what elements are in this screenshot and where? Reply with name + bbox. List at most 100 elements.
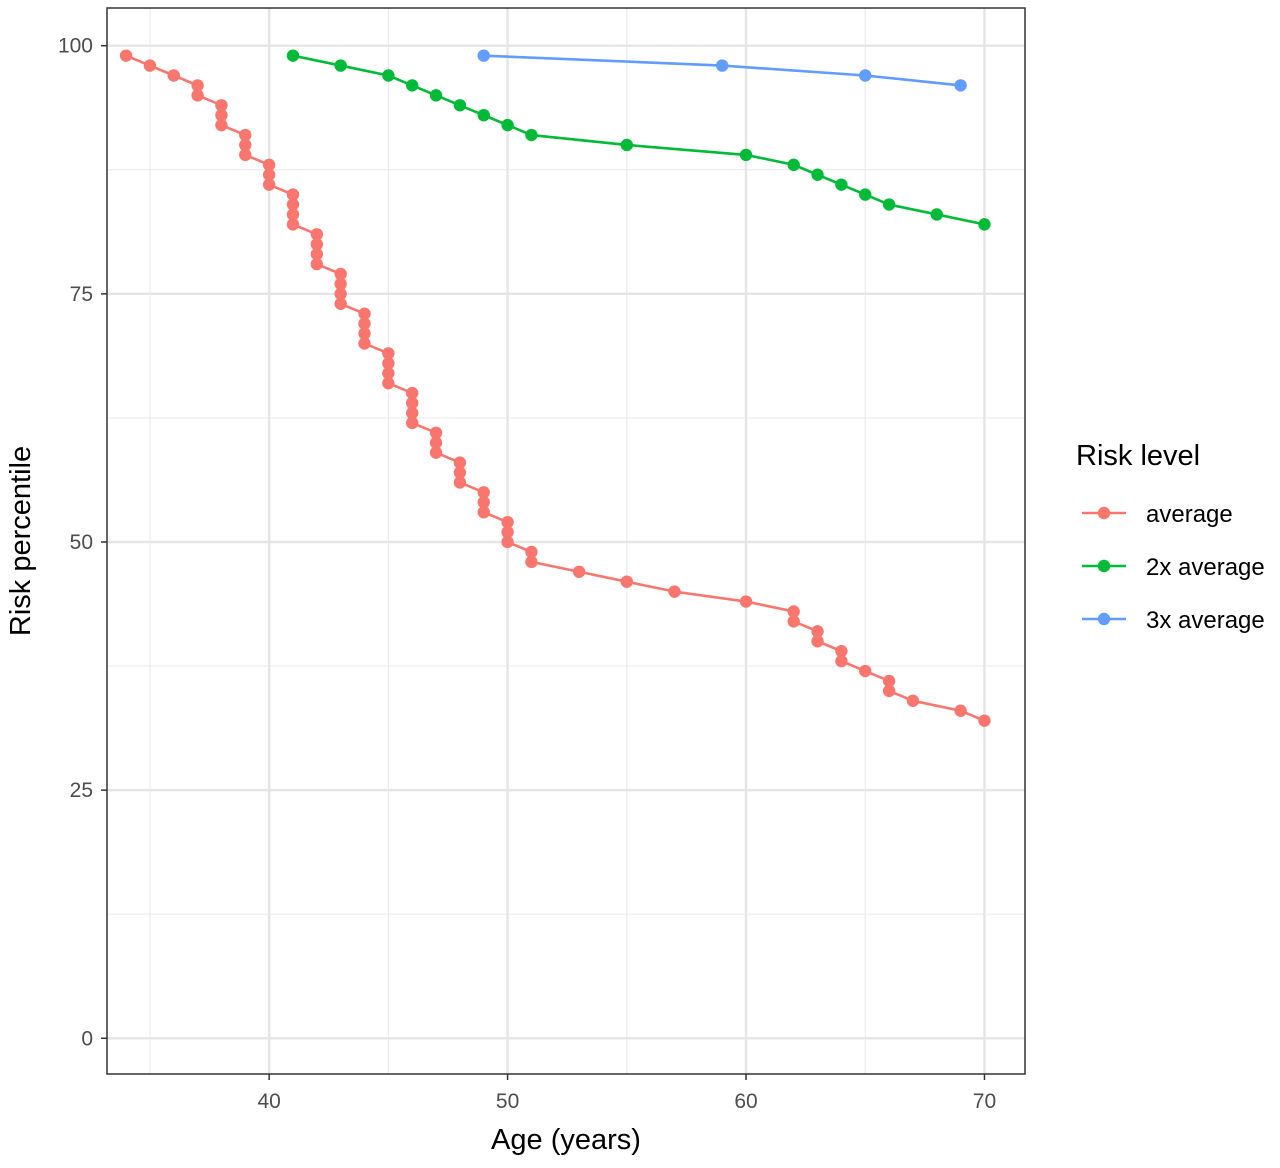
- data-point-average: [525, 555, 538, 569]
- data-point-average: [382, 357, 395, 370]
- series-layer: [119, 49, 991, 727]
- data-point-average: [334, 287, 347, 301]
- data-point-average: [859, 664, 872, 678]
- y-tick-label: 50: [70, 531, 93, 554]
- data-point-average: [811, 635, 824, 648]
- data-point-average: [835, 644, 848, 658]
- data-point-average: [787, 615, 800, 628]
- data-point-average: [453, 456, 467, 469]
- data-point-average: [358, 307, 371, 320]
- data-point-average: [382, 376, 395, 390]
- data-point-average: [572, 565, 586, 578]
- data-point-average: [358, 337, 371, 350]
- data-point-2x-average: [525, 128, 538, 142]
- data-point-2x-average: [811, 168, 824, 181]
- data-point-average: [119, 49, 133, 62]
- data-point-average: [501, 525, 514, 539]
- data-point-average: [262, 168, 276, 181]
- data-point-average: [262, 158, 276, 172]
- data-point-average: [191, 89, 204, 102]
- data-point-average: [882, 684, 896, 698]
- data-point-2x-average: [739, 148, 753, 162]
- data-point-average: [453, 476, 467, 489]
- data-point-average: [215, 108, 228, 122]
- y-tick-label: 0: [81, 1027, 93, 1050]
- legend-key-point: [1097, 559, 1111, 573]
- x-tick-label: 60: [734, 1090, 757, 1113]
- data-point-2x-average: [501, 118, 514, 132]
- data-point-average: [334, 297, 347, 310]
- data-point-3x-average: [954, 79, 967, 92]
- data-point-3x-average: [859, 69, 872, 82]
- data-point-average: [954, 704, 967, 717]
- data-point-average: [501, 515, 514, 529]
- data-point-average: [429, 426, 443, 440]
- data-point-average: [286, 198, 300, 211]
- data-point-average: [453, 466, 467, 479]
- x-tick-label: 70: [973, 1090, 996, 1113]
- series-3x-average: [477, 49, 967, 92]
- y-axis: 0 25 50 75 100: [58, 35, 107, 1050]
- data-point-average: [215, 99, 228, 112]
- major-gridlines: [107, 8, 1025, 1074]
- data-point-average: [334, 267, 347, 281]
- data-point-2x-average: [882, 198, 896, 211]
- data-point-average: [358, 317, 371, 330]
- data-point-average: [501, 535, 514, 549]
- x-axis: 40 50 60 70: [257, 1074, 996, 1113]
- panel-border: [106, 7, 1026, 1075]
- data-point-average: [191, 79, 204, 92]
- data-point-average: [286, 208, 300, 221]
- data-point-2x-average: [334, 59, 347, 72]
- x-axis-title: Age (years): [491, 1124, 641, 1156]
- legend-key-point: [1097, 612, 1111, 626]
- data-point-average: [406, 396, 419, 410]
- data-point-2x-average: [787, 158, 800, 172]
- data-point-average: [310, 257, 324, 271]
- data-point-average: [477, 506, 490, 519]
- data-point-average: [668, 585, 681, 598]
- legend-item-3x-average: 3x average: [1082, 607, 1265, 634]
- data-point-average: [906, 694, 920, 708]
- data-point-average: [143, 59, 157, 72]
- data-point-2x-average: [859, 188, 872, 201]
- data-point-average: [477, 496, 490, 509]
- data-point-2x-average: [453, 99, 467, 112]
- data-point-2x-average: [835, 178, 848, 191]
- data-point-2x-average: [429, 89, 443, 102]
- data-point-2x-average: [286, 49, 300, 62]
- data-point-3x-average: [715, 59, 729, 72]
- data-point-average: [239, 148, 252, 162]
- y-tick-label: 25: [70, 779, 93, 802]
- data-point-average: [406, 406, 419, 420]
- data-point-average: [310, 247, 324, 261]
- series-line-3x-average: [483, 54, 961, 87]
- legend-label: 2x average: [1146, 554, 1265, 581]
- data-point-3x-average: [477, 49, 490, 62]
- data-point-average: [882, 674, 896, 688]
- data-point-average: [811, 625, 824, 638]
- data-point-average: [239, 138, 252, 152]
- data-point-average: [310, 238, 324, 251]
- data-point-average: [358, 327, 371, 340]
- data-point-average: [525, 545, 538, 559]
- data-point-average: [406, 416, 419, 430]
- legend-items: average 2x average 3x average: [1082, 501, 1265, 634]
- data-point-average: [286, 188, 300, 201]
- series-average: [119, 49, 991, 727]
- data-point-average: [978, 714, 991, 727]
- data-point-average: [620, 575, 634, 588]
- plot-panel: [106, 7, 1026, 1075]
- data-point-average: [382, 347, 395, 360]
- legend-item-2x-average: 2x average: [1082, 554, 1265, 581]
- legend: Risk level average 2x average 3x average: [1076, 440, 1265, 634]
- legend-item-average: average: [1082, 501, 1233, 528]
- data-point-average: [239, 128, 252, 142]
- legend-title: Risk level: [1076, 440, 1200, 472]
- y-axis-title: Risk percentile: [5, 446, 37, 636]
- legend-key-point: [1097, 506, 1111, 520]
- legend-label: average: [1146, 501, 1233, 528]
- data-point-average: [286, 218, 300, 231]
- x-tick-label: 40: [257, 1090, 280, 1113]
